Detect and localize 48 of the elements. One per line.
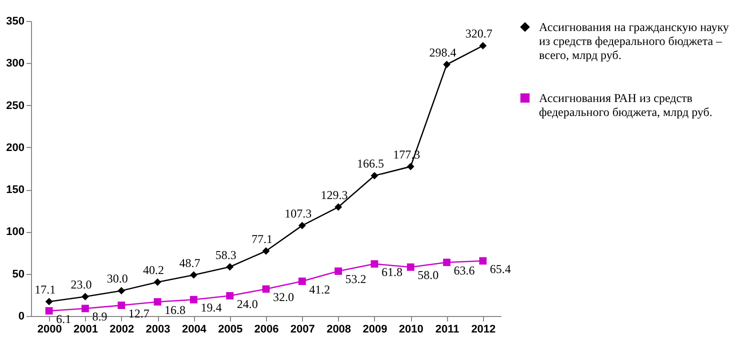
data-label: 30.0: [106, 272, 128, 286]
y-tick-label: 150: [6, 184, 24, 196]
y-tick-label: 0: [18, 310, 24, 322]
data-label: 24.0: [236, 296, 258, 311]
legend-label: Ассигнования РАН из средств федерального бюджета, млрд руб.: [539, 91, 712, 119]
data-label: 48.7: [179, 256, 200, 270]
x-tick-label: 2009: [362, 324, 388, 336]
y-tick-label: 50: [12, 268, 24, 280]
x-tick-label: 2007: [290, 324, 315, 336]
y-tick-label: 300: [6, 58, 24, 70]
data-label: 41.2: [309, 282, 330, 296]
data-label: 58.0: [418, 268, 439, 282]
data-label: 6.1: [56, 312, 72, 326]
data-label: 107.3: [284, 206, 312, 221]
x-tick-label: 2003: [146, 324, 170, 336]
data-label: 8.9: [92, 310, 108, 324]
x-tick-label: 2010: [398, 324, 424, 336]
x-tick-label: 2001: [73, 324, 98, 336]
data-label: 40.2: [143, 263, 164, 278]
data-label: 19.4: [200, 300, 222, 315]
y-tick-label: 250: [6, 100, 24, 112]
data-label: 17.1: [34, 282, 56, 297]
y-tick-label: 350: [6, 16, 24, 28]
data-label: 61.8: [381, 264, 402, 279]
x-tick-label: 2004: [182, 324, 208, 336]
data-label: 129.3: [320, 188, 348, 202]
data-label: 77.1: [252, 232, 272, 246]
x-tick-label: 2008: [326, 324, 352, 336]
data-label: 58.3: [215, 248, 236, 262]
x-tick-label: 2011: [435, 324, 460, 336]
data-label: 16.8: [164, 302, 186, 317]
y-tick-label: 200: [6, 142, 24, 154]
y-tick-label: 100: [6, 226, 24, 238]
data-label: 32.0: [273, 290, 294, 304]
data-label: 65.4: [490, 262, 511, 276]
x-tick-label: 2002: [110, 324, 134, 336]
data-label: 166.5: [356, 156, 384, 171]
data-label: 298.4: [429, 45, 456, 60]
x-tick-label: 2012: [471, 324, 496, 336]
x-tick-label: 2000: [37, 324, 62, 336]
data-label: 320.7: [465, 26, 492, 41]
x-tick-label: 2006: [254, 324, 279, 336]
data-label: 63.6: [454, 263, 475, 278]
data-label: 53.2: [345, 272, 366, 286]
data-label: 12.7: [128, 306, 150, 320]
legend-label: Ассигнования на гражданскую науку из средств федерального бюджета – всего, млрд руб.: [539, 20, 729, 62]
x-tick-label: 2005: [218, 324, 243, 336]
data-label: 23.0: [70, 278, 92, 292]
